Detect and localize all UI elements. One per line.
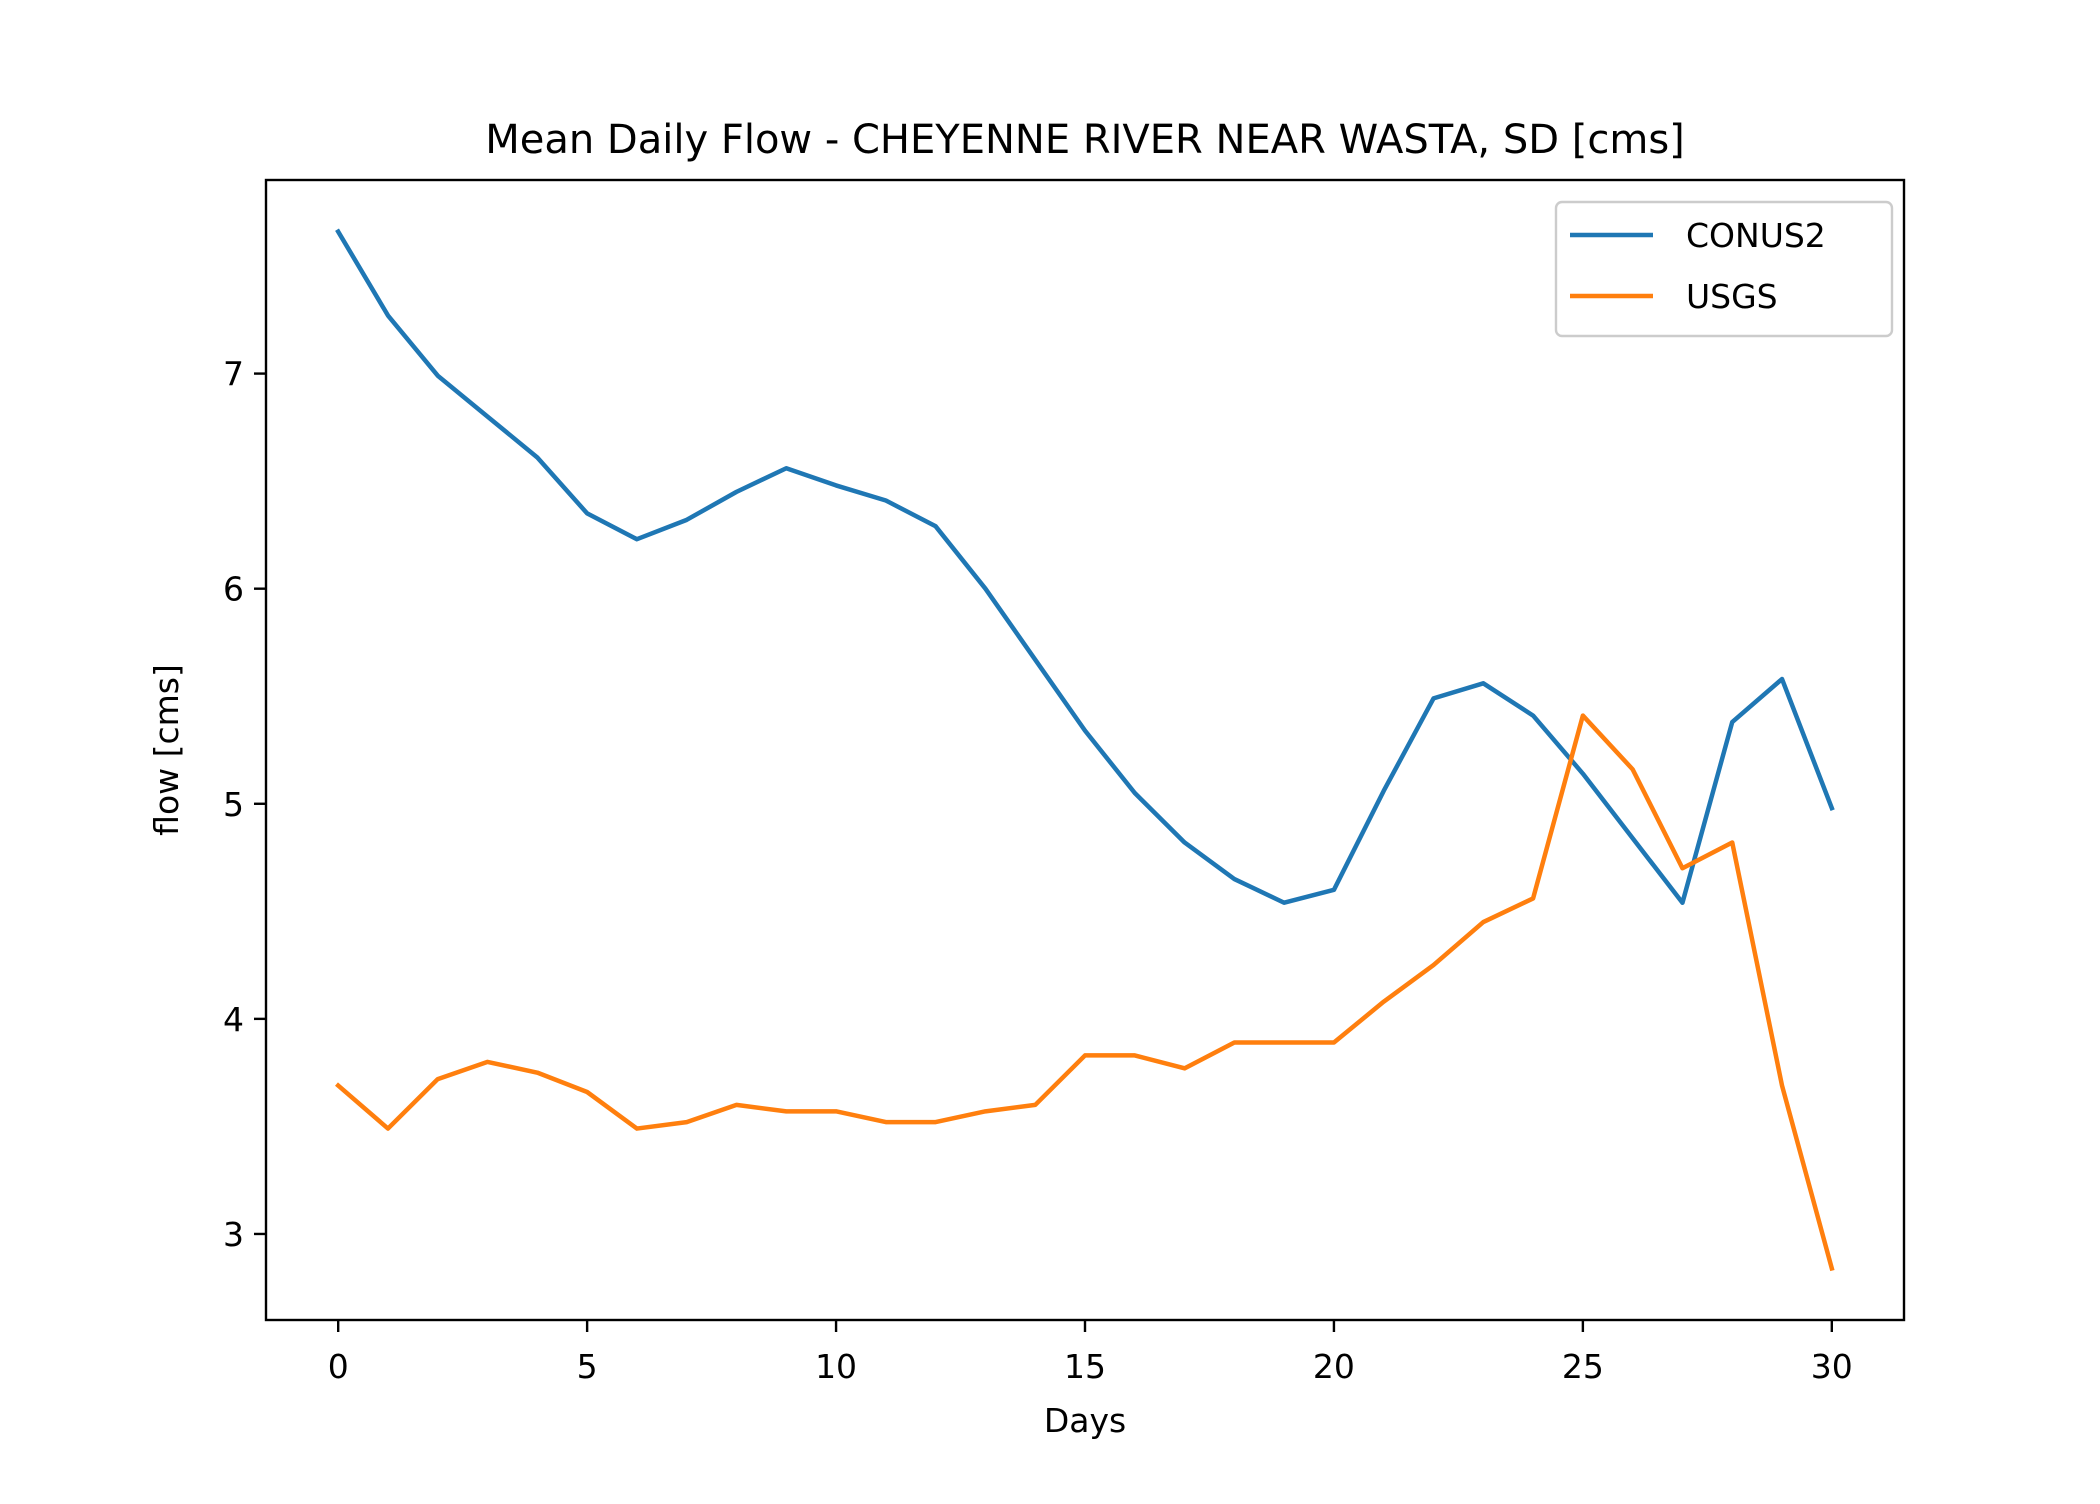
y-axis-ticks: 3 4 5 6 7 [223,355,266,1254]
x-axis-label: Days [1044,1401,1126,1440]
legend-label-usgs: USGS [1686,277,1778,316]
x-tick-label: 25 [1562,1347,1604,1386]
x-tick-label: 30 [1811,1347,1853,1386]
y-tick-label: 5 [223,785,244,824]
y-tick-label: 4 [223,1000,244,1039]
series-layer [335,228,1835,1272]
x-tick-label: 0 [328,1347,349,1386]
series-line-usgs [335,713,1835,1272]
x-tick-label: 15 [1064,1347,1106,1386]
x-axis-ticks: 0 5 10 15 20 25 30 [328,1320,1853,1386]
y-axis-label: flow [cms] [147,664,186,836]
legend: CONUS2 USGS [1554,200,1894,338]
y-tick-label: 3 [223,1215,244,1254]
legend-label-conus2: CONUS2 [1686,216,1826,255]
series-line-conus2 [335,228,1835,905]
y-tick-label: 7 [223,355,244,394]
x-tick-label: 5 [577,1347,598,1386]
x-tick-label: 20 [1313,1347,1355,1386]
y-tick-label: 6 [223,570,244,609]
chart-title: Mean Daily Flow - CHEYENNE RIVER NEAR WA… [485,117,1685,163]
x-tick-label: 10 [815,1347,857,1386]
